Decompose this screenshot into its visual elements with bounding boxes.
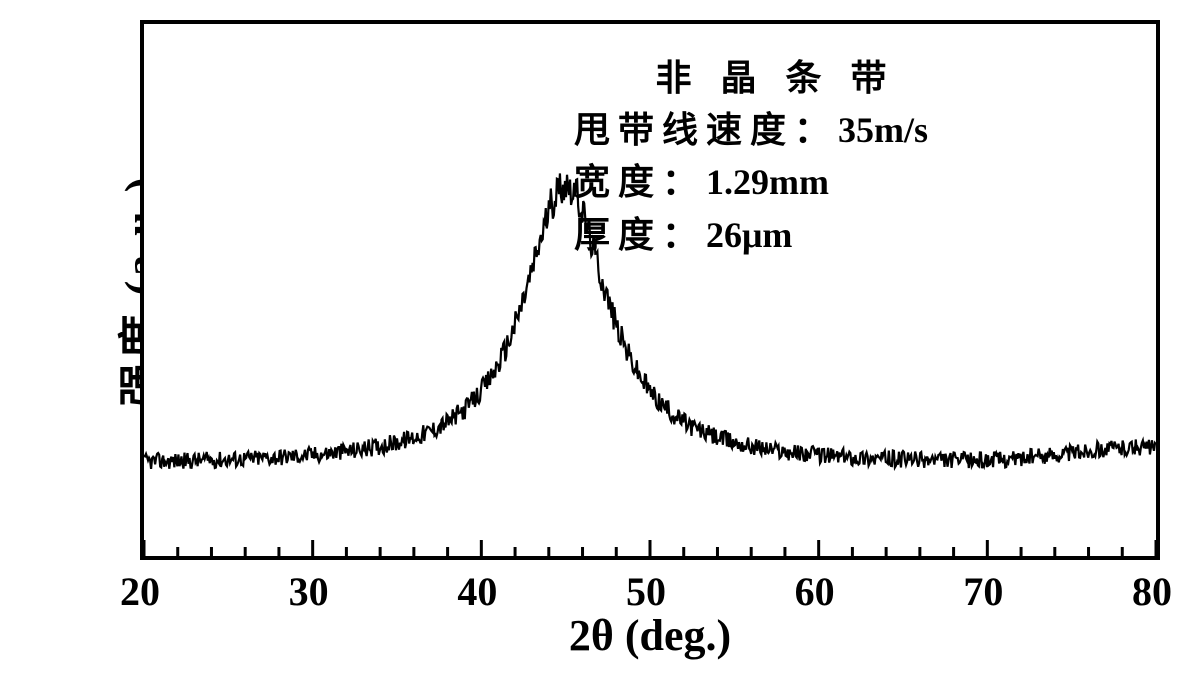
x-tick-label: 30 [289,568,329,615]
x-tick-label: 70 [963,568,1003,615]
x-axis-label: 2θ (deg.) [140,610,1160,661]
annotation-row-width: 宽度：1.29mm [574,156,928,208]
annotation-value: 35m/s [838,110,928,150]
x-tick-label: 20 [120,568,160,615]
annotation-title: 非 晶 条 带 [624,52,928,104]
annotation-key: 宽度： [574,162,706,202]
annotation-row-thickness: 厚度：26μm [574,209,928,261]
annotation-row-speed: 甩带线速度：35m/s [574,104,928,156]
annotation-value: 1.29mm [706,162,829,202]
annotation-key: 厚度： [574,215,706,255]
plot-area: 非 晶 条 带 甩带线速度：35m/s 宽度：1.29mm 厚度：26μm [140,20,1160,560]
x-tick-label: 50 [626,568,666,615]
tick-marks [144,540,1156,556]
x-tick-label: 40 [457,568,497,615]
xrd-chart: 强度 (a.u.) 非 晶 条 带 甩带线速度：35m/s 宽度：1.29mm … [0,0,1192,673]
annotation-value: 26μm [706,215,792,255]
annotation-block: 非 晶 条 带 甩带线速度：35m/s 宽度：1.29mm 厚度：26μm [574,52,928,261]
annotation-key: 甩带线速度： [574,110,838,150]
x-tick-label: 80 [1132,568,1172,615]
x-tick-label: 60 [795,568,835,615]
